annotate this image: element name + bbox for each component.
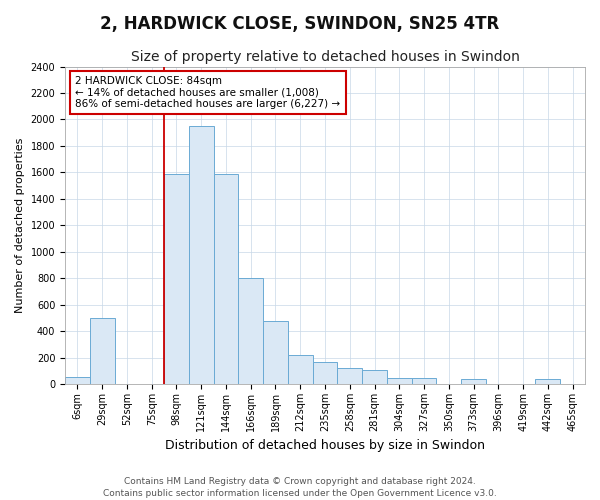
Bar <box>238 278 263 384</box>
Bar <box>65 377 90 384</box>
Bar <box>362 370 387 384</box>
Bar <box>461 379 486 384</box>
Title: Size of property relative to detached houses in Swindon: Size of property relative to detached ho… <box>131 50 520 64</box>
Bar <box>288 355 313 384</box>
Bar <box>337 368 362 384</box>
Bar <box>263 320 288 384</box>
Bar <box>164 174 189 384</box>
Text: 2, HARDWICK CLOSE, SWINDON, SN25 4TR: 2, HARDWICK CLOSE, SWINDON, SN25 4TR <box>100 15 500 33</box>
X-axis label: Distribution of detached houses by size in Swindon: Distribution of detached houses by size … <box>165 440 485 452</box>
Text: 2 HARDWICK CLOSE: 84sqm
← 14% of detached houses are smaller (1,008)
86% of semi: 2 HARDWICK CLOSE: 84sqm ← 14% of detache… <box>76 76 341 110</box>
Bar <box>189 126 214 384</box>
Bar <box>214 174 238 384</box>
Text: Contains HM Land Registry data © Crown copyright and database right 2024.
Contai: Contains HM Land Registry data © Crown c… <box>103 476 497 498</box>
Y-axis label: Number of detached properties: Number of detached properties <box>15 138 25 313</box>
Bar <box>387 378 412 384</box>
Bar <box>412 378 436 384</box>
Bar <box>313 362 337 384</box>
Bar <box>535 379 560 384</box>
Bar <box>90 318 115 384</box>
